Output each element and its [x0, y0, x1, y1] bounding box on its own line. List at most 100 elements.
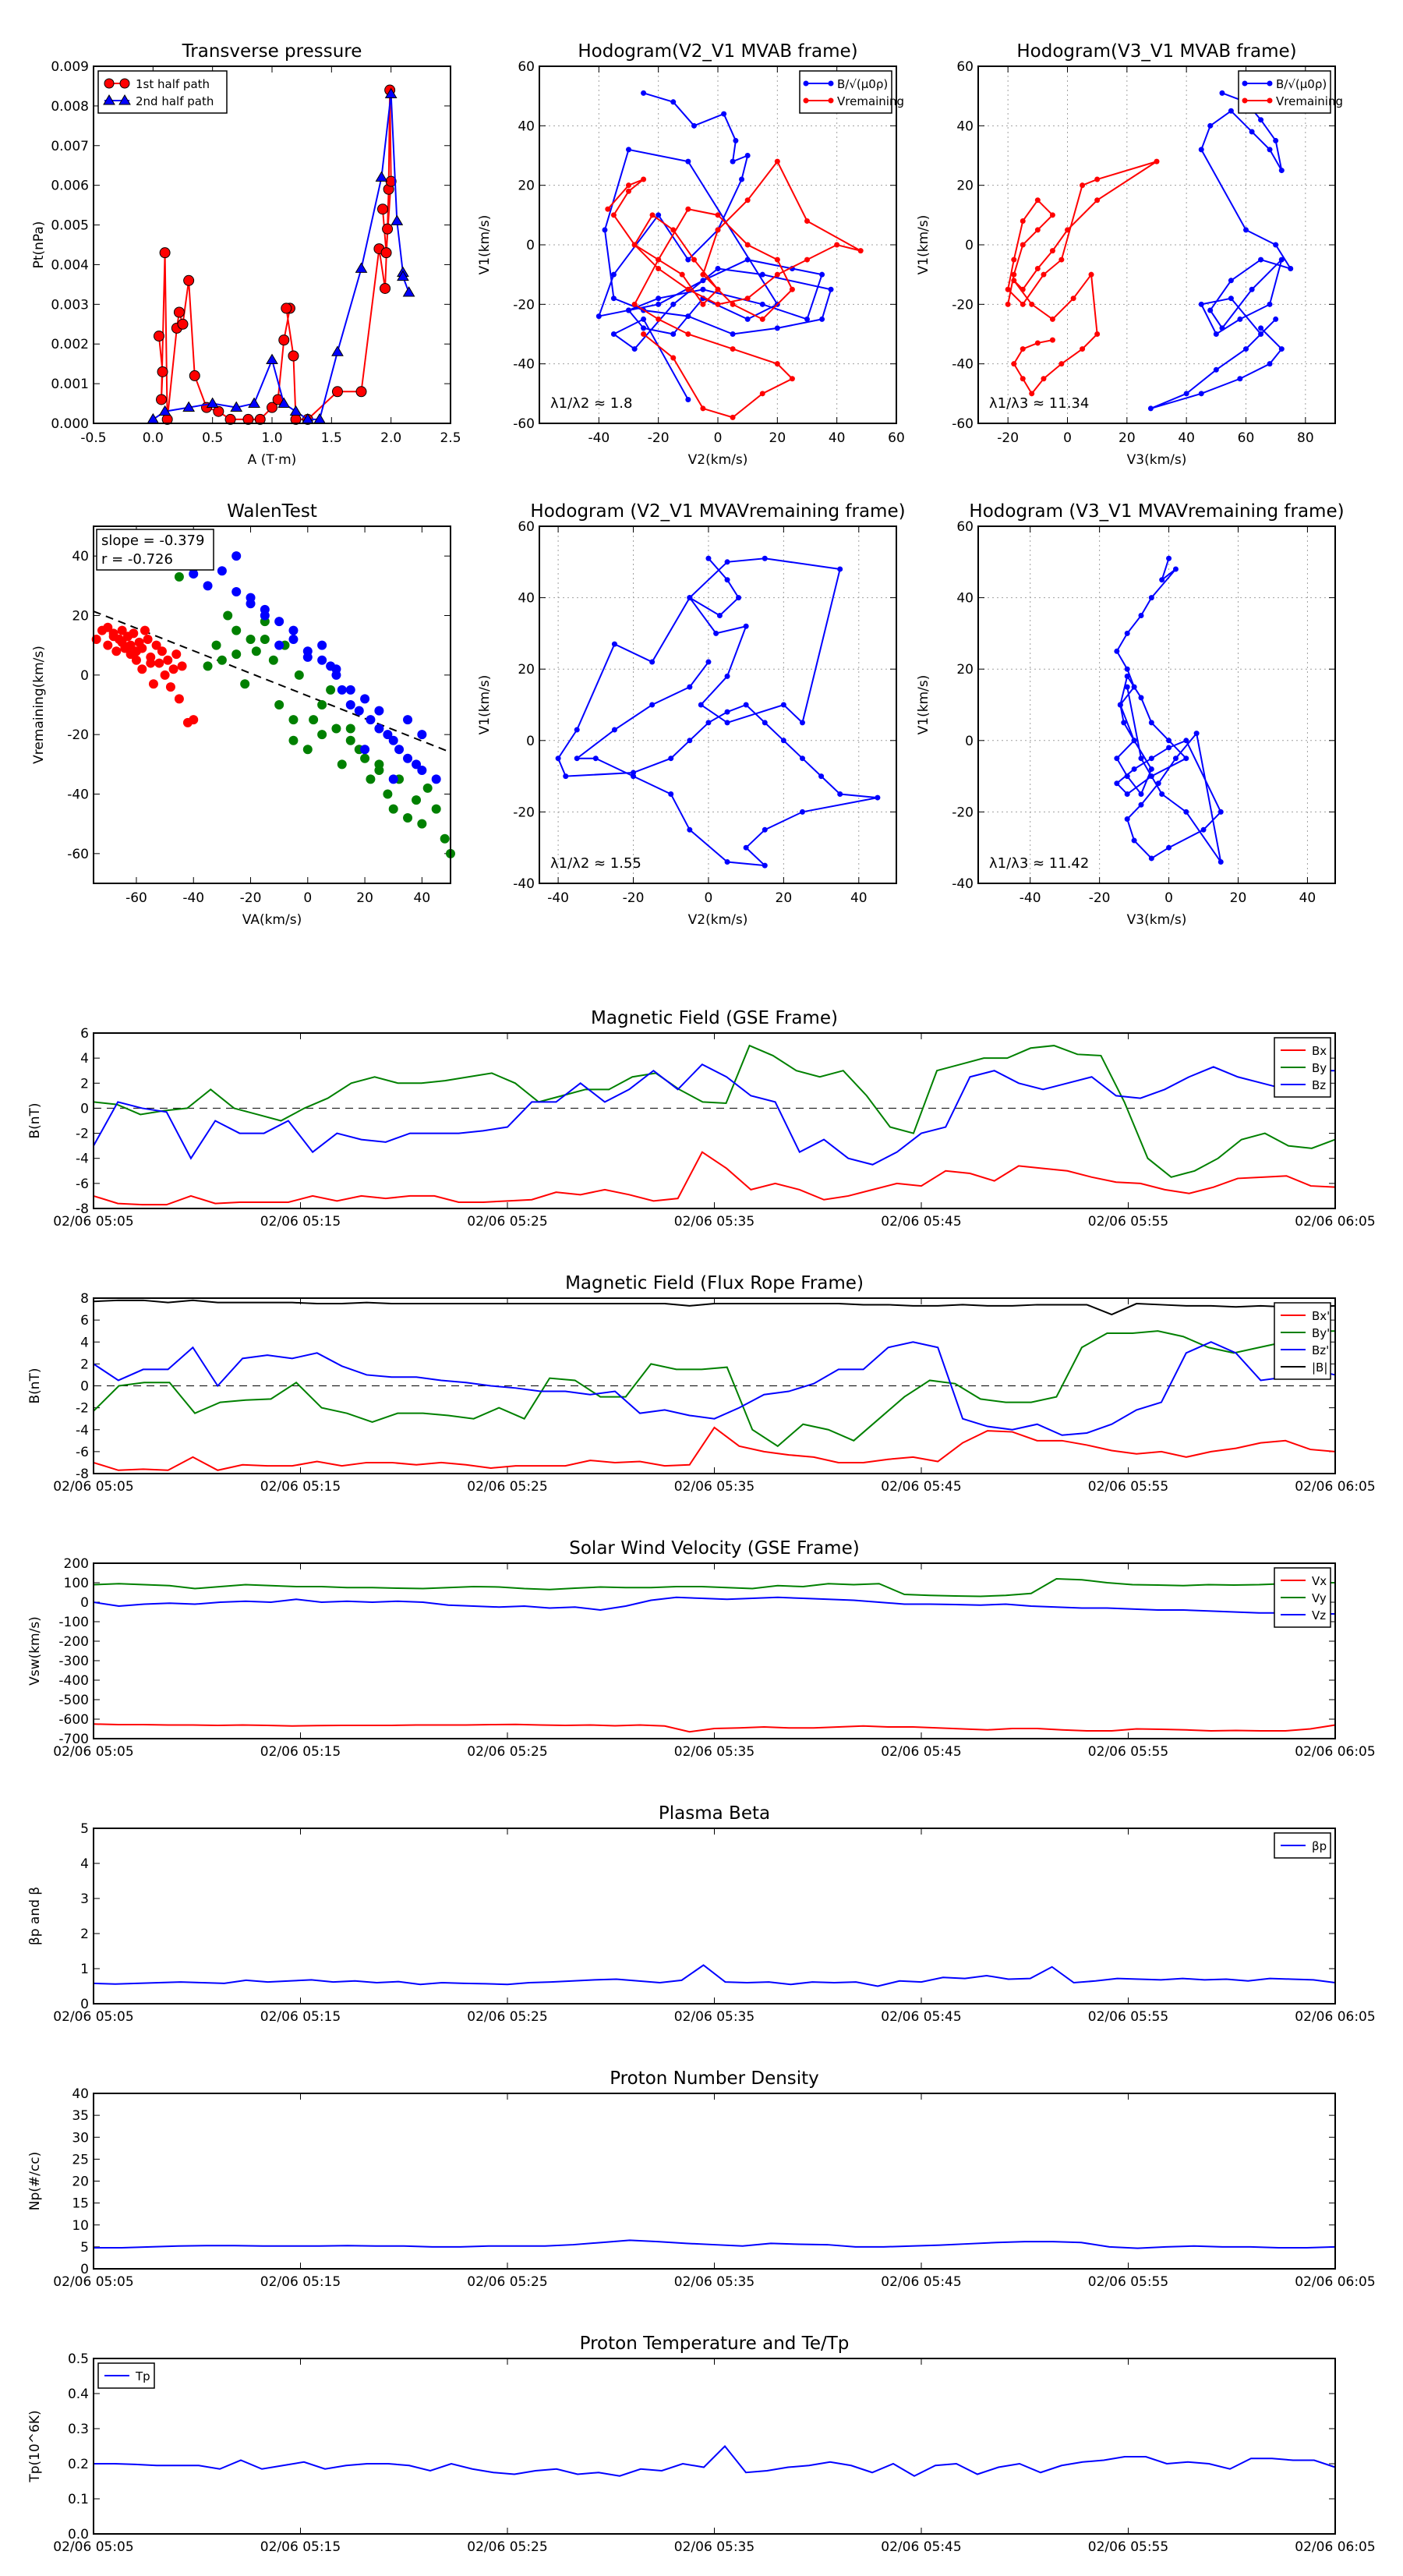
data-point [1148, 720, 1154, 726]
data-point [715, 286, 721, 292]
data-point [374, 706, 384, 716]
y-tick-label: 0 [80, 668, 89, 684]
series-line [93, 1596, 1335, 1615]
legend-label: Bx' [1312, 1309, 1330, 1323]
data-point [1183, 391, 1189, 397]
legend-marker [104, 78, 115, 89]
chart-title: Hodogram(V2_V1 MVAB frame) [578, 41, 857, 62]
data-point [759, 301, 765, 307]
x-tick-label: 02/06 05:45 [881, 2274, 961, 2290]
x-tick-label: 60 [1238, 430, 1255, 446]
series-line [93, 1330, 1335, 1448]
y-tick-label: 0.0 [68, 2527, 89, 2542]
y-tick-label: -2 [76, 1401, 89, 1417]
data-point [417, 730, 427, 740]
data-point [656, 295, 662, 302]
x-tick-label: 0 [1164, 890, 1173, 906]
x-tick-label: -20 [623, 890, 645, 906]
data-point [610, 295, 617, 302]
y-tick-label: 0.2 [68, 2457, 89, 2472]
y-tick-label: -60 [513, 416, 535, 432]
data-point [762, 862, 768, 869]
y-tick-label: -200 [58, 1634, 89, 1650]
data-point [691, 257, 697, 263]
data-point [1166, 745, 1172, 751]
data-point [762, 555, 768, 561]
y-tick-label: 0 [965, 734, 974, 749]
data-point [834, 242, 840, 248]
x-tick-label: 02/06 05:55 [1088, 1479, 1168, 1495]
data-point [685, 396, 691, 402]
data-point [1217, 859, 1224, 865]
data-point [1080, 182, 1086, 189]
data-point [1267, 147, 1273, 153]
data-point [206, 397, 219, 408]
data-point [631, 773, 637, 780]
data-point [137, 664, 147, 674]
y-tick-label: 5 [80, 2240, 89, 2256]
data-point [1172, 566, 1179, 572]
data-point [412, 759, 422, 770]
data-point [384, 87, 398, 99]
legend-label: Bx [1312, 1044, 1327, 1058]
data-point [610, 212, 617, 218]
x-tick-label: 02/06 05:45 [881, 2009, 961, 2025]
x-tick-label: 02/06 05:45 [881, 1479, 961, 1495]
y-tick-label: 0.005 [51, 218, 89, 234]
data-point [171, 649, 182, 660]
data-point [1228, 295, 1234, 302]
y-tick-label: 4 [80, 1335, 89, 1350]
legend-marker [103, 94, 115, 105]
plot-frame [93, 1562, 1336, 1739]
data-point [143, 635, 153, 645]
x-tick-label: -40 [547, 890, 569, 906]
data-point [403, 813, 413, 823]
data-point [277, 397, 291, 408]
data-point [1138, 755, 1144, 762]
data-point [251, 646, 261, 656]
data-point [1114, 755, 1120, 762]
data-point [1094, 331, 1101, 337]
data-point [670, 331, 677, 337]
data-point [685, 158, 691, 165]
series-line [94, 2445, 1336, 2477]
data-point [1124, 791, 1130, 797]
data-point [1049, 337, 1055, 343]
x-tick-label: 02/06 05:55 [1088, 2274, 1168, 2290]
y-tick-label: -8 [76, 1201, 89, 1217]
data-point [260, 610, 270, 621]
data-point [274, 640, 284, 650]
series-line [607, 160, 861, 419]
data-point [383, 789, 393, 799]
data-point [774, 257, 780, 263]
data-point [203, 581, 213, 591]
data-point [174, 694, 184, 704]
y-tick-label: -4 [76, 1152, 89, 1167]
data-point [1005, 301, 1011, 307]
series-green [174, 563, 455, 858]
x-tick-label: -20 [997, 430, 1019, 446]
legend-marker [1267, 80, 1273, 87]
data-point [153, 331, 164, 342]
data-point [278, 334, 290, 346]
data-point [1219, 325, 1225, 331]
x-tick-label: 80 [1297, 430, 1314, 446]
series-line [93, 1964, 1336, 1987]
y-tick-label: 25 [72, 2152, 89, 2167]
y-axis-label: Tp(10^6K) [27, 2410, 43, 2482]
data-point [1258, 257, 1264, 263]
x-tick-label: 02/06 05:35 [674, 1479, 755, 1495]
y-tick-label: 10 [72, 2218, 89, 2234]
data-point [799, 809, 805, 815]
legend-frame [1238, 70, 1331, 114]
series-tp [94, 2445, 1336, 2477]
data-point [1041, 271, 1047, 278]
data-point [274, 700, 284, 709]
data-point [730, 301, 736, 307]
legend-frame [799, 70, 892, 114]
x-tick-label: 40 [850, 890, 868, 906]
data-point [137, 643, 147, 653]
legend: βp [1274, 1832, 1331, 1859]
data-point [388, 774, 398, 784]
data-point [774, 325, 780, 331]
